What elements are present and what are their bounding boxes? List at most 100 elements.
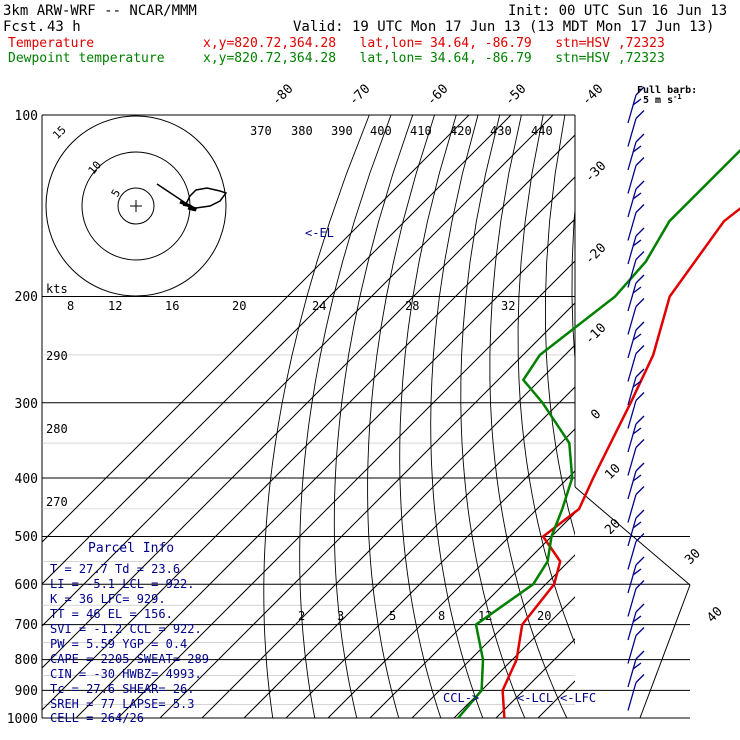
isotherm bbox=[369, 512, 575, 718]
wind-barb bbox=[627, 439, 645, 476]
temp-tick-label: 40 bbox=[704, 604, 726, 626]
dry-adiabat bbox=[647, 115, 740, 731]
parcel-info-box: Parcel Info T = 27.7 Td = 23.6 LI = -5.1… bbox=[50, 541, 209, 725]
dry-adiabat bbox=[517, 115, 575, 645]
wind-barb bbox=[627, 415, 645, 453]
temp-tick-label: 20 bbox=[602, 516, 624, 538]
pressure-label: 400 bbox=[15, 472, 38, 487]
valid-time: Valid: 19 UTC Mon 17 Jun 13 (13 MDT Mon … bbox=[293, 19, 715, 35]
temp-tick-label: -50 bbox=[502, 82, 529, 109]
parcel-row: CELL = 264/26 bbox=[50, 711, 144, 725]
speed-label: 8 bbox=[67, 299, 74, 313]
lcl-label: <-LCL bbox=[517, 691, 553, 705]
speed-label: 12 bbox=[108, 299, 122, 313]
init-time: Init: 00 UTC Sun 16 Jun 13 bbox=[508, 3, 728, 19]
hodo-ring-label: 15 bbox=[50, 123, 69, 142]
ccl-label: CCL-> bbox=[443, 691, 479, 705]
level-markers: <-EL CCL-> <-LCL <-LFC bbox=[305, 226, 596, 705]
parcel-row: PW = 5.59 YGP = 0.4 bbox=[50, 637, 187, 651]
speed-label: 16 bbox=[165, 299, 179, 313]
isotherm bbox=[327, 470, 575, 718]
theta-label: 290 bbox=[46, 349, 68, 363]
pressure-label: 200 bbox=[15, 290, 38, 305]
theta-label: 370 bbox=[250, 124, 272, 138]
parcel-title: Parcel Info bbox=[88, 541, 174, 556]
theta-label: 430 bbox=[490, 124, 512, 138]
plot-right-slant bbox=[574, 486, 691, 586]
lfc-label: <-LFC bbox=[560, 691, 596, 705]
wind-barb bbox=[627, 580, 645, 617]
pressure-label: 800 bbox=[15, 653, 38, 668]
parcel-row: Tc = 27.6 SHEAR= 26. bbox=[50, 682, 195, 696]
forecast-label: Fcst. bbox=[3, 19, 46, 35]
wind-barb bbox=[627, 462, 645, 500]
el-label: <-EL bbox=[305, 226, 334, 240]
theta-label: 440 bbox=[531, 124, 553, 138]
dry-adiabat bbox=[399, 115, 457, 718]
forecast-hour: 43 h bbox=[47, 19, 81, 35]
wind-barb bbox=[627, 368, 645, 406]
hodo-ring bbox=[117, 187, 155, 225]
kts-label: kts bbox=[46, 282, 68, 296]
isotherm bbox=[42, 176, 575, 711]
isotherm bbox=[453, 596, 575, 718]
theta-label: 270 bbox=[46, 495, 68, 509]
hodograph: 5 10 15 bbox=[45, 115, 228, 297]
theta-labels: 370 380 390 400 410 420 430 440 290 280 … bbox=[46, 124, 553, 509]
speed-label: 20 bbox=[232, 299, 246, 313]
dry-adiabat bbox=[299, 115, 392, 718]
hodo-ring bbox=[45, 115, 227, 297]
isotherm bbox=[42, 134, 575, 669]
dewpoint-line bbox=[457, 148, 740, 719]
wind-barb bbox=[627, 345, 645, 382]
speed-label: 32 bbox=[501, 299, 515, 313]
temperature-axis: -80 -70 -60 -50 -40 -30 -20 -10 0 10 20 … bbox=[269, 82, 726, 626]
wind-barb bbox=[627, 392, 645, 429]
parcel-row: CIN = -30 HWBZ= 4993. bbox=[50, 667, 202, 681]
full-barb-title: Full barb: bbox=[637, 85, 697, 96]
parcel-row: SVI = -1.2 CCL = 922. bbox=[50, 622, 202, 636]
temp-tick-label: -80 bbox=[269, 82, 296, 109]
wind-barb bbox=[627, 298, 645, 335]
parcel-row: LI = -5.1 LCL = 922. bbox=[50, 577, 195, 591]
theta-label: 280 bbox=[46, 422, 68, 436]
temperature-line bbox=[501, 207, 740, 719]
isotherm bbox=[201, 344, 575, 718]
hodo-trace-thick bbox=[179, 200, 197, 212]
temp-tick-label: -20 bbox=[582, 241, 609, 268]
wind-barb bbox=[627, 227, 645, 265]
parcel-row: T = 27.7 Td = 23.6 bbox=[50, 562, 180, 576]
plot-right-slant bbox=[639, 584, 691, 719]
pressure-label: 900 bbox=[15, 684, 38, 699]
isotherm bbox=[117, 260, 575, 718]
hodo-ring-label: 5 bbox=[109, 187, 124, 199]
wind-barb bbox=[627, 251, 645, 288]
wind-barb bbox=[627, 509, 645, 547]
speed-label: 28 bbox=[405, 299, 419, 313]
temp-tick-label: -70 bbox=[346, 82, 373, 109]
pressure-axis: 100 200 300 400 500 600 700 800 900 1000 bbox=[7, 109, 38, 727]
parcel-row: K = 36 LFC= 929. bbox=[50, 592, 166, 606]
pressure-label: 600 bbox=[15, 578, 38, 593]
dry-adiabat bbox=[671, 115, 740, 731]
isotherms bbox=[42, 115, 575, 718]
pressure-label: 500 bbox=[15, 530, 38, 545]
temperature-legend-info: x,y=820.72,364.28 lat,lon= 34.64, -86.79… bbox=[203, 36, 665, 51]
theta-label: 400 bbox=[370, 124, 392, 138]
pressure-label: 1000 bbox=[7, 712, 38, 727]
theta-label: 410 bbox=[410, 124, 432, 138]
pressure-label: 100 bbox=[15, 109, 38, 124]
isotherm bbox=[285, 428, 575, 718]
temp-tick-label: -10 bbox=[582, 321, 609, 348]
isotherm bbox=[537, 680, 575, 718]
pressure-label: 700 bbox=[15, 618, 38, 633]
wind-barb bbox=[627, 627, 645, 664]
wind-barb bbox=[627, 180, 645, 218]
mixing-ratio-labels: 2 3 5 8 12 20 bbox=[298, 609, 551, 623]
mixing-ratio-label: 2 bbox=[298, 609, 305, 623]
model-title: 3km ARW-WRF -- NCAR/MMM bbox=[3, 3, 197, 19]
temperature-legend-label: Temperature bbox=[8, 36, 95, 51]
dry-adiabat bbox=[263, 115, 370, 718]
wind-barb bbox=[627, 204, 645, 241]
